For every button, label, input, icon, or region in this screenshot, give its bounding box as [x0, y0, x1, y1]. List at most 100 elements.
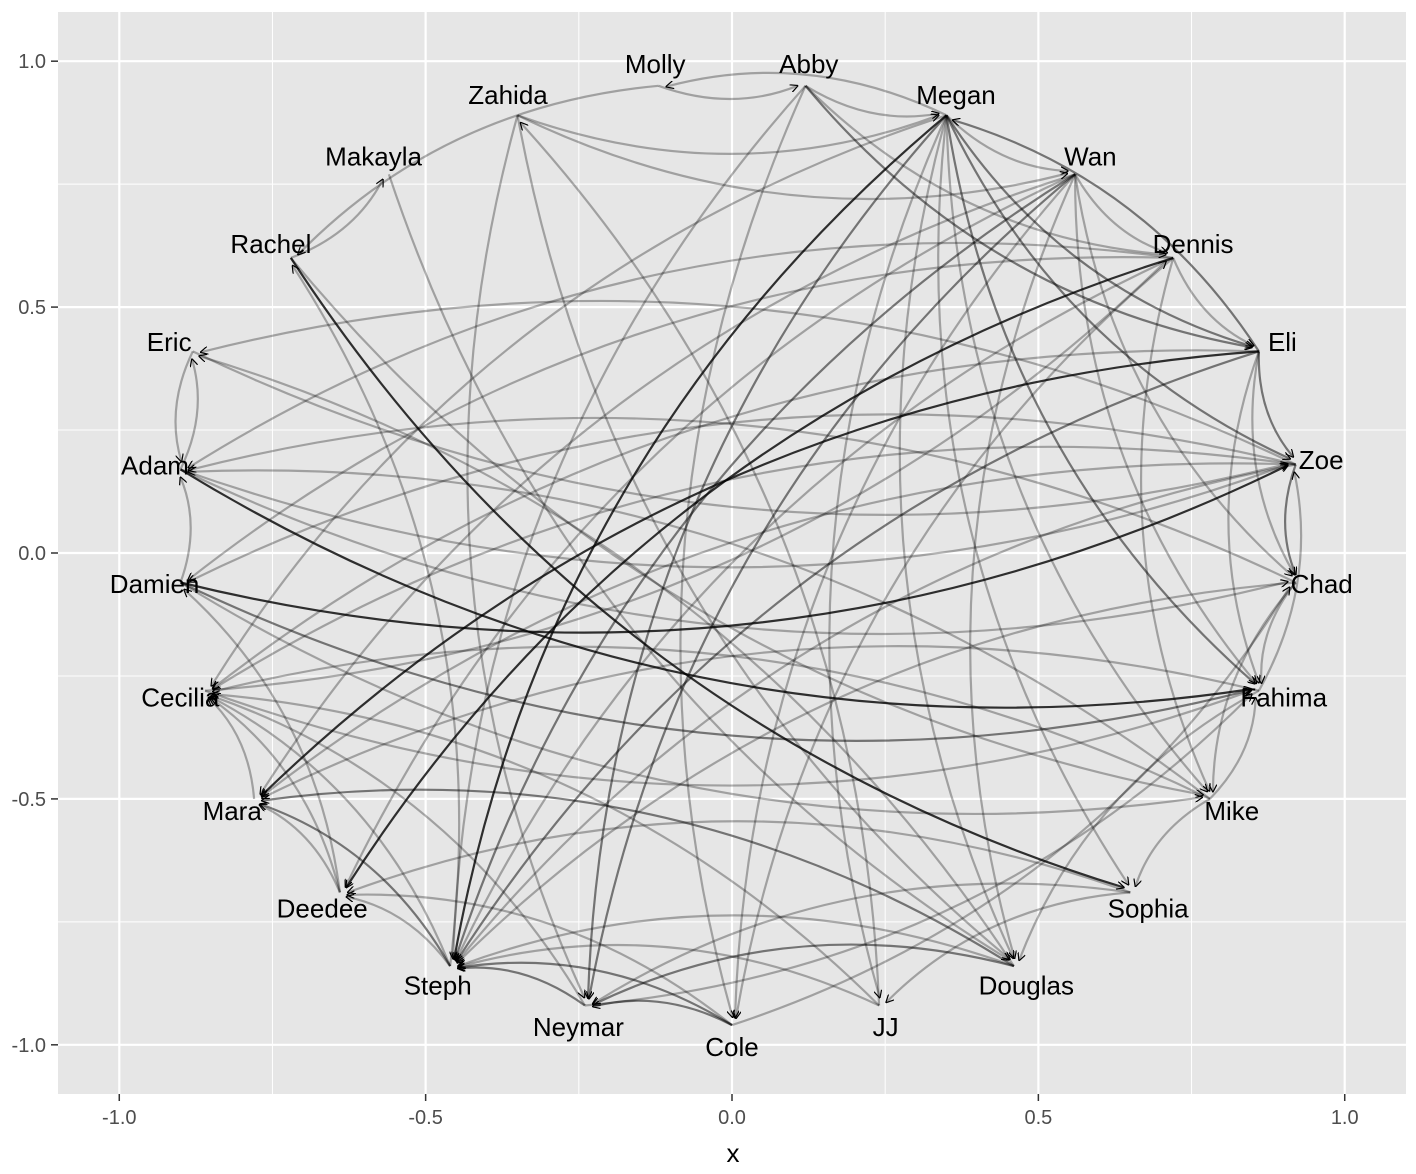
node-label-mike: Mike	[1204, 796, 1259, 826]
x-tick-label: 0.5	[1024, 1107, 1052, 1129]
edge-mike-to-sophia	[1136, 797, 1211, 886]
edge-megan-to-fahima	[945, 115, 1256, 683]
edge-wan-to-steph	[455, 173, 1076, 960]
node-label-rachel: Rachel	[230, 229, 311, 259]
edge-douglas-to-neymar	[593, 943, 1015, 1005]
edge-eli-to-mara	[261, 350, 1259, 795]
edge-neymar-to-fahima	[584, 694, 1252, 1007]
edge-fahima-to-mara	[262, 645, 1260, 798]
x-axis: -1.0 -0.5 0.0 0.5 1.0	[102, 1094, 1359, 1129]
node-label-wan: Wan	[1064, 142, 1117, 172]
node-label-cole: Cole	[705, 1032, 758, 1062]
edge-makayla-to-douglas	[387, 173, 1009, 960]
edge-eli-to-zoe	[1257, 351, 1293, 457]
edge-abby-to-steph	[453, 85, 807, 959]
node-label-adam: Adam	[121, 450, 189, 480]
edge-cole-to-neymar	[593, 999, 733, 1027]
x-axis-title: x	[727, 1138, 740, 1168]
node-label-jj: JJ	[873, 1012, 899, 1042]
edge-douglas-to-mara	[262, 788, 1015, 968]
edge-abby-to-dennis	[804, 85, 1166, 255]
x-tick-label: 1.0	[1331, 1107, 1359, 1129]
x-tick-label: 0.0	[718, 1107, 746, 1129]
edge-neymar-to-cecilia	[211, 696, 586, 1007]
edge-dennis-to-adam	[188, 241, 1174, 468]
edge-adam-to-eric	[179, 359, 199, 470]
edge-dennis-to-eli	[1172, 257, 1253, 346]
edge-megan-to-douglas	[898, 115, 1013, 958]
edge-megan-to-wan	[945, 114, 1068, 171]
edge-wan-to-cole	[735, 173, 1076, 1017]
node-label-eli: Eli	[1268, 327, 1297, 357]
node-label-douglas: Douglas	[979, 970, 1074, 1000]
node-label-neymar: Neymar	[533, 1012, 624, 1042]
edge-sophia-to-deedee	[348, 820, 1131, 892]
edge-cecilia-to-dennis	[205, 261, 1166, 692]
node-label-zoe: Zoe	[1299, 445, 1344, 475]
edge-layer	[174, 71, 1303, 1027]
edge-steph-to-rachel	[293, 266, 461, 967]
edge-wan-to-mara	[260, 173, 1076, 794]
node-label-layer: Molly Abby Megan Wan Dennis Eli Zoe Chad Fahima M…	[110, 49, 1353, 1062]
edge-mike-to-cecilia	[213, 645, 1211, 800]
edge-fahima-to-zoe	[1257, 472, 1303, 692]
edge-dennis-to-steph	[456, 256, 1174, 961]
edge-eli-to-cecilia	[213, 349, 1259, 688]
node-label-zahida: Zahida	[468, 80, 548, 110]
edge-zahida-to-neymar	[466, 115, 584, 997]
edge-wan-to-fahima	[1073, 174, 1256, 683]
edge-megan-to-zoe	[945, 114, 1291, 459]
node-label-eric: Eric	[147, 327, 192, 357]
edge-cole-to-deedee	[347, 895, 733, 1026]
edge-megan-to-sophia	[937, 115, 1128, 884]
edge-zahida-to-douglas	[516, 115, 1010, 959]
edge-zoe-to-steph	[457, 463, 1296, 963]
edge-jj-to-cecilia	[212, 694, 880, 1007]
edge-cecilia-to-fahima	[204, 691, 1251, 787]
grid-lines	[58, 12, 1406, 1094]
node-label-dennis: Dennis	[1153, 229, 1234, 259]
edge-damien-to-adam	[181, 477, 192, 583]
edge-cole-to-chad	[731, 587, 1289, 1027]
edge-abby-to-cole	[679, 85, 807, 1017]
edge-zoe-to-eric	[201, 299, 1297, 466]
edge-adam-to-chad	[180, 468, 1288, 636]
y-axis: -1.0 -0.5 0.0 0.5 1.0	[12, 51, 58, 1057]
node-label-damien: Damien	[110, 569, 200, 599]
edge-wan-to-chad	[1074, 174, 1292, 575]
node-label-mara: Mara	[203, 796, 263, 826]
edge-chad-to-adam	[189, 416, 1297, 584]
edge-sophia-to-neymar	[593, 882, 1131, 1004]
edge-mike-to-adam	[188, 470, 1211, 800]
edge-adam-to-fahima	[179, 468, 1252, 709]
edge-megan-to-mike	[945, 115, 1208, 791]
x-tick-label: -1.0	[102, 1107, 136, 1129]
edge-mike-to-fahima	[1209, 698, 1256, 800]
node-label-abby: Abby	[779, 49, 838, 79]
edge-steph-to-mara	[260, 804, 452, 967]
edge-douglas-to-steph	[458, 914, 1015, 966]
edge-rachel-to-sophia	[289, 257, 1124, 888]
node-label-chad: Chad	[1291, 569, 1353, 599]
edge-chad-to-steph	[457, 581, 1296, 963]
y-tick-label: -1.0	[12, 1035, 46, 1057]
edge-adam-to-zoe	[180, 465, 1288, 569]
edge-molly-to-abby	[658, 86, 798, 101]
edge-eli-to-chad	[1251, 351, 1294, 574]
edge-dennis-to-deedee	[346, 256, 1174, 888]
edge-chad-to-mike	[1213, 581, 1297, 792]
edge-zahida-to-megan	[517, 115, 939, 155]
edge-deedee-to-mara	[260, 805, 341, 893]
edge-eric-to-adam	[174, 350, 194, 461]
edge-douglas-to-eric	[199, 356, 1015, 967]
node-label-cecilia: Cecilia	[141, 683, 220, 713]
node-label-deedee: Deedee	[277, 894, 368, 924]
y-tick-label: 0.0	[18, 543, 46, 565]
node-label-molly: Molly	[625, 49, 686, 79]
node-label-sophia: Sophia	[1108, 893, 1189, 923]
edge-megan-to-steph	[454, 114, 948, 959]
edge-megan-to-neymar	[588, 114, 948, 998]
edge-dennis-to-cole	[736, 257, 1174, 1018]
edge-zoe-to-cecilia	[213, 445, 1296, 689]
edge-cole-to-steph	[458, 961, 733, 1027]
